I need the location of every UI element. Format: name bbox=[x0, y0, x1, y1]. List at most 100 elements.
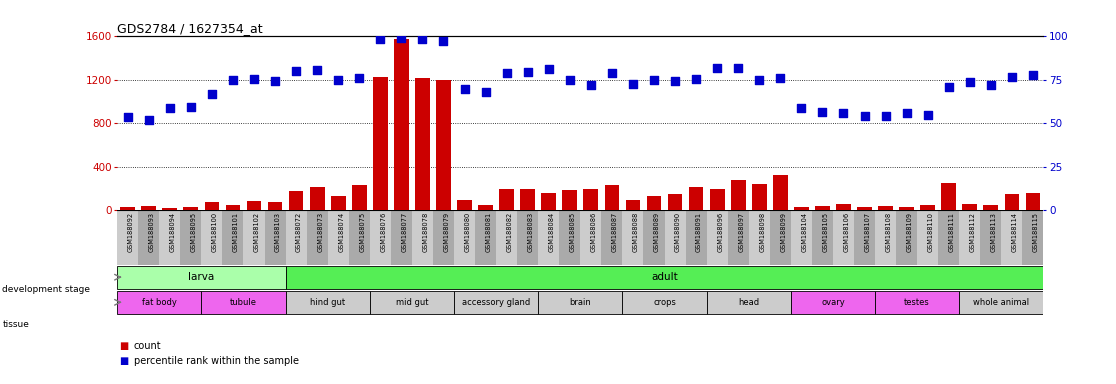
Text: crops: crops bbox=[653, 298, 676, 307]
Bar bbox=[1001, 210, 1022, 265]
Text: GSM188102: GSM188102 bbox=[254, 212, 260, 252]
Point bbox=[940, 83, 958, 89]
Point bbox=[856, 113, 874, 119]
Bar bbox=[921, 205, 935, 210]
Point bbox=[729, 65, 747, 71]
Point bbox=[540, 66, 558, 72]
Bar bbox=[201, 210, 222, 265]
Bar bbox=[875, 291, 960, 314]
Bar bbox=[264, 210, 286, 265]
Bar bbox=[791, 210, 812, 265]
Point bbox=[308, 67, 326, 73]
Bar bbox=[559, 210, 580, 265]
Point bbox=[1003, 74, 1021, 80]
Text: GSM188079: GSM188079 bbox=[443, 212, 450, 252]
Bar bbox=[815, 206, 830, 210]
Bar bbox=[833, 210, 854, 265]
Point bbox=[581, 82, 599, 88]
Text: GSM188113: GSM188113 bbox=[991, 212, 997, 252]
Bar bbox=[1026, 193, 1040, 210]
Point bbox=[224, 77, 242, 83]
Text: GSM188100: GSM188100 bbox=[212, 212, 218, 252]
Bar bbox=[433, 210, 454, 265]
Point bbox=[118, 114, 136, 120]
Text: brain: brain bbox=[569, 298, 591, 307]
Bar bbox=[980, 210, 1001, 265]
Bar bbox=[117, 210, 138, 265]
Point bbox=[434, 38, 452, 44]
Bar bbox=[580, 210, 602, 265]
Bar bbox=[854, 210, 875, 265]
Text: development stage: development stage bbox=[2, 285, 90, 295]
Bar bbox=[646, 196, 662, 210]
Bar bbox=[878, 206, 893, 210]
Text: count: count bbox=[134, 341, 162, 351]
Bar bbox=[352, 185, 367, 210]
Bar bbox=[348, 210, 369, 265]
Bar bbox=[960, 291, 1043, 314]
Text: GSM188075: GSM188075 bbox=[359, 212, 365, 252]
Text: GSM188111: GSM188111 bbox=[949, 212, 954, 252]
Bar bbox=[710, 189, 724, 210]
Bar bbox=[373, 77, 387, 210]
Point bbox=[877, 113, 895, 119]
Bar bbox=[752, 184, 767, 210]
Text: GSM188085: GSM188085 bbox=[570, 212, 576, 252]
Bar bbox=[812, 210, 833, 265]
Bar bbox=[117, 266, 286, 289]
Bar bbox=[773, 175, 788, 210]
Text: GSM188073: GSM188073 bbox=[317, 212, 324, 252]
Bar bbox=[454, 291, 538, 314]
Point bbox=[246, 76, 263, 82]
Text: GSM188114: GSM188114 bbox=[1012, 212, 1018, 252]
Text: GSM188072: GSM188072 bbox=[296, 212, 302, 252]
Text: head: head bbox=[738, 298, 759, 307]
Bar bbox=[942, 183, 956, 210]
Bar bbox=[160, 210, 181, 265]
Text: GSM188087: GSM188087 bbox=[612, 212, 618, 252]
Bar bbox=[499, 189, 514, 210]
Bar bbox=[369, 291, 454, 314]
Bar bbox=[667, 194, 682, 210]
Bar bbox=[310, 187, 325, 210]
Point bbox=[709, 65, 727, 71]
Point bbox=[266, 78, 283, 84]
Text: GSM188091: GSM188091 bbox=[696, 212, 702, 252]
Text: adult: adult bbox=[651, 272, 677, 282]
Bar bbox=[204, 202, 219, 210]
Bar bbox=[1022, 210, 1043, 265]
Text: tissue: tissue bbox=[2, 320, 29, 329]
Bar bbox=[330, 196, 346, 210]
Bar bbox=[181, 210, 201, 265]
Bar bbox=[602, 210, 623, 265]
Text: GSM188101: GSM188101 bbox=[233, 212, 239, 252]
Bar bbox=[436, 80, 451, 210]
Point bbox=[561, 77, 579, 83]
Bar bbox=[475, 210, 497, 265]
Bar bbox=[770, 210, 791, 265]
Text: GSM188093: GSM188093 bbox=[148, 212, 155, 252]
Text: GSM188099: GSM188099 bbox=[780, 212, 787, 252]
Bar bbox=[520, 189, 535, 210]
Bar bbox=[121, 207, 135, 210]
Text: accessory gland: accessory gland bbox=[462, 298, 530, 307]
Bar bbox=[243, 210, 264, 265]
Bar bbox=[222, 210, 243, 265]
Point bbox=[1024, 71, 1042, 78]
Bar bbox=[836, 204, 850, 210]
Bar bbox=[415, 78, 430, 210]
Bar bbox=[706, 210, 728, 265]
Text: GSM188109: GSM188109 bbox=[906, 212, 913, 252]
Text: GSM188088: GSM188088 bbox=[633, 212, 639, 252]
Bar bbox=[793, 207, 809, 210]
Bar bbox=[497, 210, 517, 265]
Bar bbox=[644, 210, 664, 265]
Bar bbox=[749, 210, 770, 265]
Bar bbox=[731, 180, 745, 210]
Text: GSM188089: GSM188089 bbox=[654, 212, 660, 252]
Bar bbox=[939, 210, 960, 265]
Point bbox=[414, 36, 432, 42]
Bar bbox=[394, 39, 408, 210]
Text: ■: ■ bbox=[119, 356, 128, 366]
Text: GSM188095: GSM188095 bbox=[191, 212, 196, 252]
